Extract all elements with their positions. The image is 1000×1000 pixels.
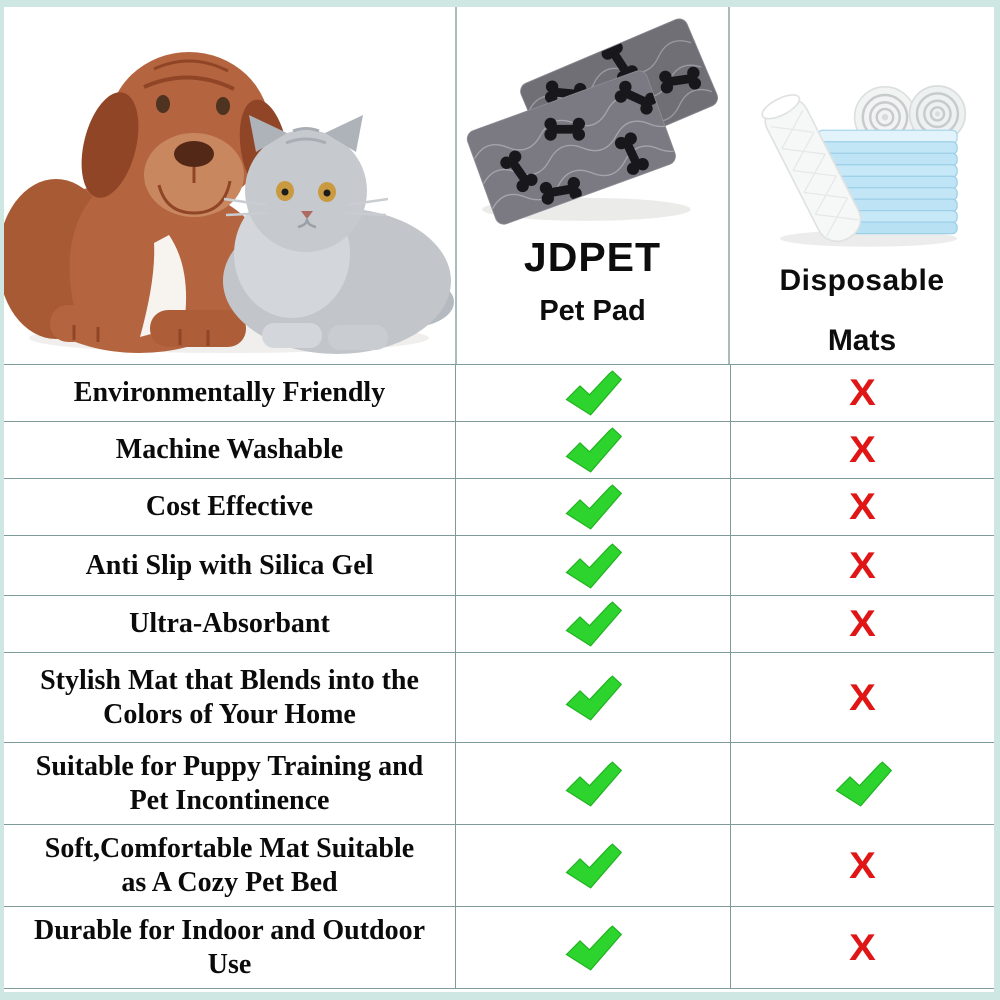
check-icon [565,427,623,473]
jdpet-product-name: Pet Pad [539,295,646,327]
check-icon [565,601,623,647]
disposable-product-name: Mats [827,324,897,357]
table-row: Anti Slip with Silica Gel X [4,535,994,595]
jdpet-mark-cell [455,907,730,988]
jdpet-mark-cell [455,653,730,742]
feature-label: Machine Washable [115,434,344,466]
disposable-mark-cell: X [730,422,994,478]
front-pet-pad [466,70,678,225]
jdpet-mark-cell [455,479,730,535]
check-icon [565,370,623,416]
jdpet-mark-cell [455,743,730,824]
check-icon [565,484,623,530]
disposable-mark-cell: X [730,907,994,988]
disposable-mark-cell: X [730,479,994,535]
jdpet-product-column: JDPET Pet Pad [455,7,730,364]
cross-icon: X [849,677,876,718]
disposable-product-column: Disposable Mats [730,7,994,364]
disposable-mark-cell: X [730,365,994,421]
cross-icon: X [849,372,876,414]
disposable-mark-cell [730,743,994,824]
disposable-brand-label: Disposable [779,264,945,297]
check-icon [835,760,892,807]
disposable-mark-cell: X [730,825,994,906]
check-icon [565,760,623,807]
feature-label: Soft,Comfortable Mat Suitable as A Cozy … [44,833,415,898]
blue-pad-stack [817,129,958,235]
table-row: Ultra-Absorbant X [4,595,994,652]
cross-icon: X [849,429,876,471]
jdpet-mark-cell [455,365,730,421]
check-icon [565,924,623,971]
jdpet-brand-label: JDPET [523,234,662,280]
jdpet-mark-cell [455,596,730,652]
table-row: Suitable for Puppy Training and Pet Inco… [4,742,994,824]
feature-label: Suitable for Puppy Training and Pet Inco… [35,751,424,816]
table-row: Cost Effective X [4,478,994,535]
jdpet-mark-cell [455,422,730,478]
feature-label: Cost Effective [145,491,314,523]
jdpet-mark-cell [455,825,730,906]
disposable-mark-cell: X [730,536,994,595]
jdpet-mark-cell [455,536,730,595]
cross-icon: X [849,927,876,968]
jdpet-product-image [466,18,718,225]
leaning-roll [761,94,862,243]
cross-icon: X [849,603,876,645]
table-row: Durable for Indoor and Outdoor Use X [4,906,994,989]
check-icon [565,542,623,589]
table-row: Environmentally Friendly X [4,364,994,421]
cross-icon: X [849,486,876,528]
feature-label: Stylish Mat that Blends into the Colors … [40,665,419,730]
feature-label: Anti Slip with Silica Gel [85,549,374,581]
cat-illustration [223,115,454,354]
dog-and-cat-photo [4,52,454,354]
feature-label: Ultra-Absorbant [129,608,330,640]
check-icon [565,674,623,721]
cross-icon: X [849,845,876,886]
disposable-mark-cell: X [730,653,994,742]
pets-photo-cell [4,7,455,364]
comparison-table: Environmentally Friendly X Machine Washa… [4,364,994,989]
feature-label: Environmentally Friendly [73,377,386,409]
disposable-product-image [761,85,967,247]
table-row: Stylish Mat that Blends into the Colors … [4,652,994,742]
check-icon [565,842,623,889]
feature-label: Durable for Indoor and Outdoor Use [33,915,426,980]
cross-icon: X [849,545,876,586]
table-row: Machine Washable X [4,421,994,478]
table-row: Soft,Comfortable Mat Suitable as A Cozy … [4,824,994,906]
header: JDPET Pet Pad [4,7,994,364]
disposable-mark-cell: X [730,596,994,652]
